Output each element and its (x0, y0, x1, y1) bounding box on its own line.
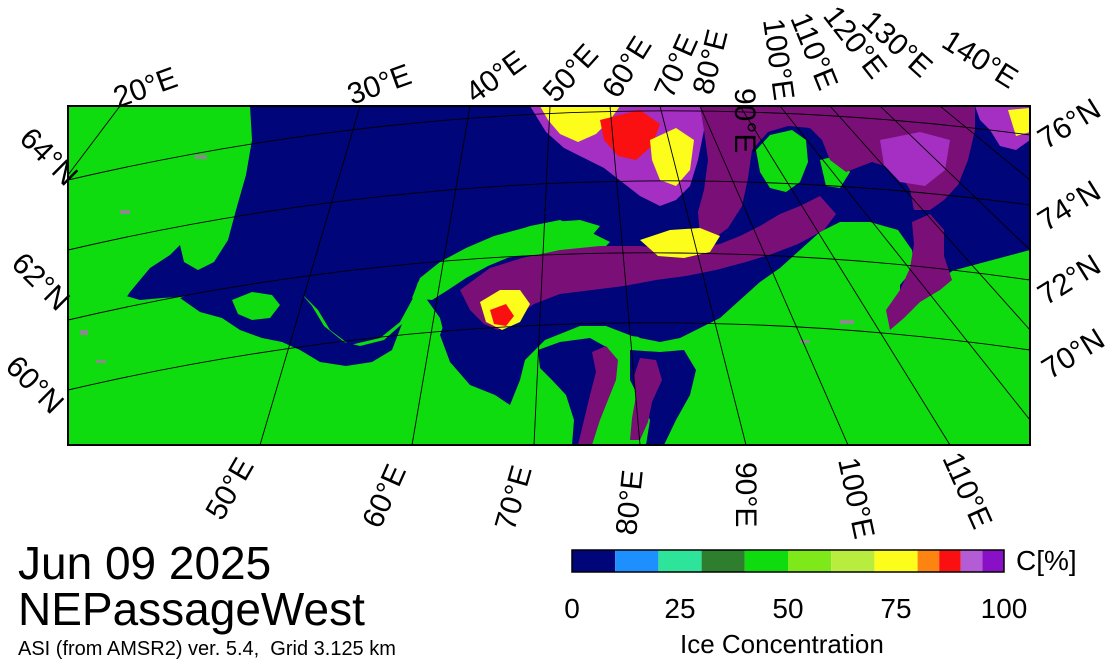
map-area (68, 106, 1030, 445)
colorbar-segment (744, 550, 788, 572)
meridian-line (533, 106, 551, 445)
colorbar-segment (701, 550, 745, 572)
ice-edge-yellow (540, 106, 620, 142)
lon-label-bottom: 70°E (489, 462, 539, 534)
ice-east-yellow (1008, 108, 1030, 136)
lon-label-top: 90°E (728, 88, 761, 153)
colorbar-tick: 0 (564, 593, 580, 624)
land-scandinavia (68, 106, 252, 395)
lat-label-right: 70°N (1036, 322, 1110, 386)
colorbar-tick: 75 (880, 593, 911, 624)
east-ocean (938, 198, 1030, 272)
meridian-line (411, 106, 471, 445)
meridian-line (879, 106, 1030, 251)
map-frame (67, 105, 1031, 446)
lon-label-bottom: 90°E (729, 462, 762, 527)
lon-label-bottom: 80°E (610, 468, 650, 536)
lon-label-top: 140°E (936, 24, 1023, 95)
meridian-line (659, 106, 747, 445)
right-latitude-labels: 76°N 74°N 72°N 70°N (1032, 92, 1110, 386)
region-name: NEPassageWest (18, 583, 365, 635)
meridian-line (259, 106, 361, 445)
lon-label-top: 80°E (687, 26, 735, 97)
ice-laptev-shore (886, 214, 952, 330)
colorbar-tick: 25 (664, 593, 695, 624)
date-label: Jun 09 2025 (18, 537, 272, 589)
bottom-longitude-labels: 50°E 60°E 70°E 80°E 90°E 100°E 110°E (199, 447, 998, 541)
colorbar (572, 550, 1004, 572)
meridian-line (739, 106, 951, 445)
colorbar-segment (874, 550, 918, 572)
lon-label-bottom: 100°E (831, 455, 880, 542)
land-kola (232, 292, 280, 320)
meridian-line (829, 106, 1030, 331)
ice-kara-edge-red (490, 304, 514, 326)
lon-label-top: 40°E (460, 45, 532, 110)
parallel-line (68, 110, 1030, 181)
colorbar-tick: 50 (772, 593, 803, 624)
colorbar-segment (572, 550, 616, 572)
ice-kara (460, 196, 836, 330)
land-mask-specks (80, 155, 854, 363)
meridian-line (699, 106, 849, 445)
ice-edge-yellow-2 (650, 128, 694, 186)
ice-edge-red (600, 110, 660, 160)
lon-label-top: 60°E (596, 31, 659, 104)
ice-center-yellow (640, 228, 720, 258)
colorbar-unit: C[%] (1016, 545, 1077, 576)
colorbar-segment (615, 550, 659, 572)
colorbar-segment (982, 550, 1004, 572)
graticule (68, 106, 1030, 445)
lon-label-top: 30°E (343, 58, 416, 111)
lon-label-bottom: 110°E (936, 447, 999, 533)
meridian-line (68, 106, 121, 176)
land-severnaya-zemlya (756, 130, 808, 192)
ice-north-violet-patch (880, 132, 950, 186)
colorbar-tick: 100 (981, 593, 1028, 624)
lat-label-left: 60°N (0, 350, 70, 421)
ice-ob (578, 346, 618, 445)
meridian-line (609, 106, 641, 445)
lat-label-right: 74°N (1032, 174, 1106, 238)
colorbar-title: Ice Concentration (680, 629, 884, 659)
lat-label-left: 62°N (5, 247, 76, 318)
parallel-line (68, 252, 1030, 321)
colorbar-frame (571, 549, 1005, 573)
parallel-line (68, 180, 1030, 251)
colorbar-segment (831, 550, 875, 572)
lon-label-bottom: 60°E (356, 460, 413, 533)
colorbar-segment (917, 550, 940, 572)
lon-label-top: 50°E (537, 38, 605, 109)
lon-label-bottom: 50°E (199, 452, 260, 525)
lat-label-right: 76°N (1032, 92, 1106, 156)
colorbar-segment (658, 550, 702, 572)
land-mainland (68, 220, 1030, 445)
colorbar-segment (960, 550, 983, 572)
product-description: ASI (from AMSR2) ver. 5.4, Grid 3.125 km (18, 638, 396, 660)
parallel-line (68, 322, 1030, 391)
colorbar-segment (939, 550, 961, 572)
meridian-line (939, 106, 1030, 181)
colorbar-segment (788, 550, 832, 572)
laptev-sea (850, 168, 912, 222)
land-novaya-zemlya (412, 220, 600, 300)
lat-label-right: 72°N (1032, 248, 1106, 312)
meridian-line (779, 106, 1030, 421)
colorbar-ticks: 0 25 50 75 100 (564, 593, 1027, 624)
